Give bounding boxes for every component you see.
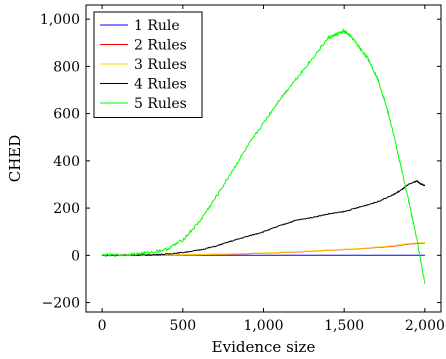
y-tick-label: 0 <box>71 248 80 264</box>
x-axis-label: Evidence size <box>212 338 316 356</box>
x-tick-label: 0 <box>98 318 107 334</box>
legend-label-2: 2 Rules <box>134 38 187 54</box>
x-tick-label: 1,000 <box>243 318 283 334</box>
y-axis-label: CHED <box>6 135 24 183</box>
series-line-5 <box>101 28 426 284</box>
legend-label-3: 3 Rules <box>134 57 187 73</box>
x-tick-label: 2,000 <box>405 318 445 334</box>
series-layer <box>101 28 426 284</box>
x-tick-label: 1,500 <box>324 318 364 334</box>
y-tick-label: 400 <box>53 154 80 170</box>
legend-label-1: 1 Rule <box>134 18 180 34</box>
series-line-4 <box>102 179 426 257</box>
y-tick-label: 1,000 <box>40 12 80 28</box>
x-tick-label: 500 <box>169 318 196 334</box>
series-line-3 <box>102 242 425 256</box>
legend-box <box>93 11 203 118</box>
ticks-layer: 0 500 1,000 1,500 2,000 −200 0 200 400 600 800 1,00… <box>40 5 445 334</box>
y-tick-label: −200 <box>42 296 80 312</box>
y-tick-label: 600 <box>53 107 80 123</box>
legend: 1 Rule 2 Rules 3 Rules 4 Rules 5 Rules <box>93 11 203 118</box>
legend-label-5: 5 Rules <box>134 96 187 112</box>
y-tick-label: 800 <box>53 59 80 75</box>
legend-label-4: 4 Rules <box>134 77 187 93</box>
y-tick-label: 200 <box>53 201 80 217</box>
